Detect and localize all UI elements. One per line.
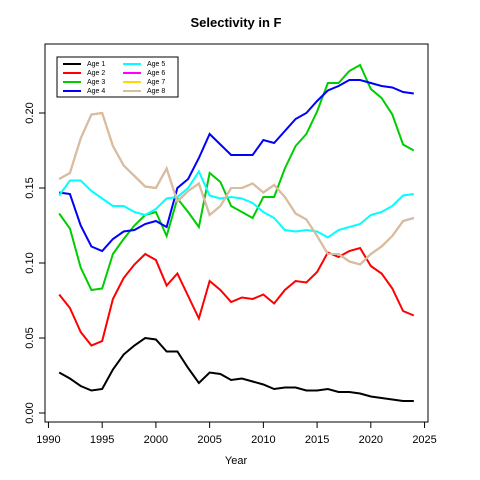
legend-label: Age 7 — [147, 79, 165, 86]
x-axis-label: Year — [225, 455, 248, 467]
plot-box — [44, 43, 429, 423]
series-line — [58, 246, 415, 347]
legend-label: Age 8 — [147, 88, 165, 95]
x-tick-label: 2020 — [359, 434, 383, 446]
series-line — [58, 169, 414, 239]
x-tick-label: 2025 — [412, 434, 436, 446]
chart-title: Selectivity in F — [190, 15, 281, 30]
x-tick-label: 2015 — [305, 434, 329, 446]
y-tick-label: 0.05 — [24, 327, 36, 348]
series-line — [59, 79, 414, 253]
legend-label: Age 5 — [147, 61, 165, 68]
x-tick-label: 2000 — [144, 434, 168, 446]
series-line — [58, 63, 415, 292]
series-line — [58, 111, 415, 266]
legend-label: Age 6 — [147, 70, 165, 77]
legend-label: Age 1 — [87, 61, 105, 68]
x-tick-label: 2005 — [197, 434, 221, 446]
legend-label: Age 2 — [87, 70, 105, 77]
y-tick-label: 0.10 — [24, 252, 36, 273]
x-tick-label: 1990 — [36, 434, 60, 446]
y-tick-label: 0.00 — [24, 402, 36, 423]
legend-label: Age 4 — [87, 88, 105, 95]
y-tick-label: 0.20 — [24, 102, 36, 123]
x-tick-label: 2010 — [251, 434, 275, 446]
x-tick-label: 1995 — [90, 434, 114, 446]
y-tick-label: 0.15 — [24, 177, 36, 198]
series-line — [58, 336, 414, 402]
legend-label: Age 3 — [87, 79, 105, 86]
